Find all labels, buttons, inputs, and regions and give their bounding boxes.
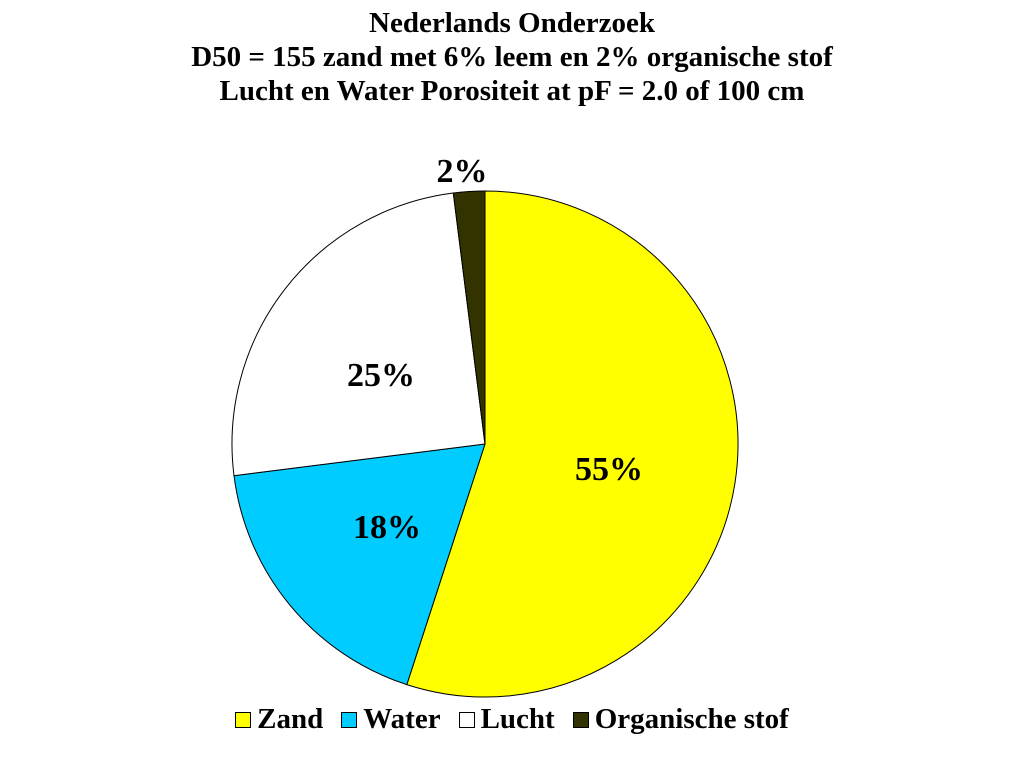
chart-title-line-1: Nederlands Onderzoek	[369, 7, 655, 39]
pie-slice-organische-stof	[452, 190, 486, 445]
legend-label-lucht: Lucht	[480, 703, 555, 735]
legend-label-organische-stof: Organische stof	[594, 703, 789, 735]
legend-swatch-zand	[235, 711, 252, 728]
chart-title-line-3: Lucht en Water Porositeit at pF = 2.0 of…	[219, 75, 805, 107]
chart-title-line-2: D50 = 155 zand met 6% leem en 2% organis…	[191, 41, 833, 73]
data-label-organische-stof: 2%	[437, 153, 488, 190]
pie-slice-zand	[406, 190, 739, 698]
data-label-water: 18%	[353, 509, 421, 546]
legend-label-zand: Zand	[257, 703, 324, 735]
legend-label-water: Water	[363, 703, 441, 735]
chart-legend: Zand Water Lucht Organische stof	[0, 703, 1024, 736]
legend-item-zand: Zand	[235, 703, 323, 736]
chart-title: Nederlands Onderzoek D50 = 155 zand met …	[0, 6, 1024, 108]
legend-swatch-water	[341, 711, 358, 728]
data-label-zand: 55%	[575, 451, 643, 488]
data-label-lucht: 25%	[347, 357, 415, 394]
legend-swatch-lucht	[458, 711, 475, 728]
pie-slice-lucht	[231, 192, 486, 477]
legend-swatch-organische-stof	[572, 711, 589, 728]
legend-item-water: Water	[341, 703, 441, 736]
legend-item-organische-stof: Organische stof	[572, 703, 789, 736]
pie-slice-water	[233, 443, 486, 686]
legend-item-lucht: Lucht	[458, 703, 555, 736]
